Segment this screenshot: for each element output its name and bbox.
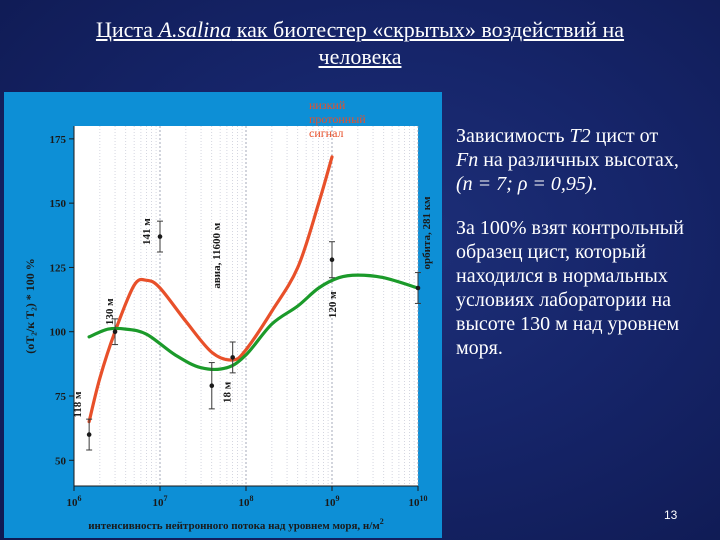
annotation-line2: протонный xyxy=(309,112,366,126)
dep-text-a: Зависимость xyxy=(456,125,570,147)
error-bars xyxy=(86,220,421,451)
description-panel: Зависимость T2 цист от Fn на различных вы… xyxy=(456,124,714,380)
dep-text-c: на различных высотах, xyxy=(478,149,679,171)
title-species: A.salina xyxy=(158,17,232,42)
measurement-label: орбита, 281 км xyxy=(421,196,433,270)
y-tick-label: 175 xyxy=(50,134,67,146)
slide-title: Циста A.salina как биотестер «скрытых» в… xyxy=(0,16,720,70)
measurement-label: 120 м xyxy=(327,291,339,318)
data-point xyxy=(86,432,92,437)
measurement-label: авиа, 11600 м xyxy=(211,222,223,288)
series xyxy=(87,155,420,424)
annotation-line1: низкий xyxy=(309,98,346,112)
dep-fn: Fn xyxy=(456,149,479,171)
x-axis-label-sup: 2 xyxy=(380,517,384,526)
x-tick-label: 109 xyxy=(325,494,340,509)
y-tick-label: 150 xyxy=(50,198,67,210)
x-tick-label: 106 xyxy=(67,494,82,509)
title-line2: человека xyxy=(318,44,402,69)
measurement-label: 18 м xyxy=(222,381,234,403)
data-point xyxy=(230,355,235,360)
measurement-label: 141 м xyxy=(141,218,153,245)
series-line-green xyxy=(87,273,420,371)
measurement-label: 118 м xyxy=(72,391,84,418)
control-paragraph: За 100% взят контрольный образец цист, к… xyxy=(456,217,684,359)
data-point xyxy=(112,329,118,335)
data-point xyxy=(329,257,335,263)
page-number: 13 xyxy=(664,508,678,522)
series-line-orange xyxy=(87,155,334,424)
dep-text-b: цист от xyxy=(590,125,659,147)
dependency-paragraph: Зависимость T2 цист от Fn на различных вы… xyxy=(456,124,714,196)
y-tick-label: 75 xyxy=(55,391,67,403)
y-ticks: 50 75 100 125 150 175 xyxy=(50,134,74,467)
title-suffix: как биотестер «скрытых» воздействий на xyxy=(231,17,625,42)
measurement-label: 130 м xyxy=(104,298,116,325)
y-tick-label: 50 xyxy=(55,455,67,467)
data-point xyxy=(415,285,421,291)
data-point xyxy=(209,383,215,389)
annotation-line3: сигнал xyxy=(309,126,344,140)
measurement-labels: 118 м 130 м 141 м авиа, 11600 м 18 м 120 м орб… xyxy=(72,196,433,418)
y-tick-label: 125 xyxy=(50,262,67,274)
y-tick-label: 100 xyxy=(50,327,67,339)
x-tick-label: 108 xyxy=(239,494,254,509)
title-prefix: Циста xyxy=(95,17,159,42)
data-point xyxy=(157,234,163,239)
y-axis-label: (оТ₂/к Т₂) * 100 % xyxy=(23,258,37,353)
x-tick-label: 1010 xyxy=(409,494,428,509)
dep-t2: T2 xyxy=(569,125,591,147)
x-ticks: 106 107 108 109 1010 xyxy=(67,486,428,509)
x-tick-label: 107 xyxy=(153,494,168,509)
x-axis-label: интенсивность нейтронного потока над уро… xyxy=(88,517,384,532)
dep-stats: (n = 7; ρ = 0,95). xyxy=(456,173,598,195)
x-axis-label-text: интенсивность нейтронного потока над уро… xyxy=(88,520,380,532)
